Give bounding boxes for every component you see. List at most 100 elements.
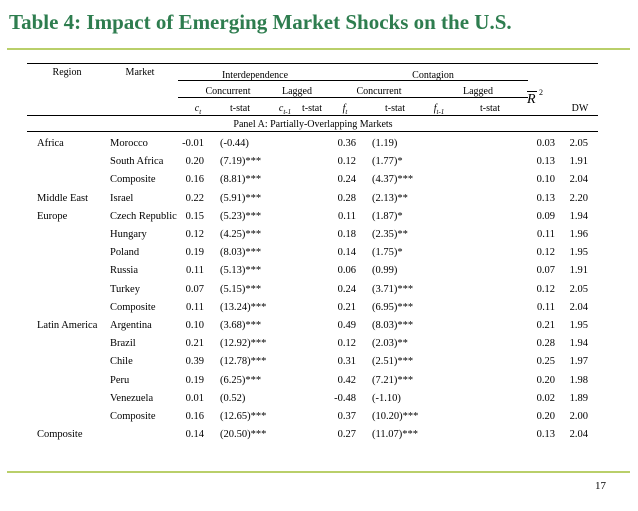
cell-market: Hungary xyxy=(110,229,147,240)
cell-r-squared: 0.10 xyxy=(536,174,555,185)
cell-tstat-ft: (10.20)*** xyxy=(372,411,419,422)
cell-tstat-ft: (3.71)*** xyxy=(372,284,414,295)
cell-dw: 1.95 xyxy=(569,320,588,331)
cell-coef-ft: -0.48 xyxy=(334,393,356,404)
cell-market: Venezuela xyxy=(110,393,154,404)
cell-coef-ct: 0.21 xyxy=(185,338,204,349)
cell-r-squared: 0.13 xyxy=(536,156,555,167)
panel-rule xyxy=(27,131,598,132)
header-concurrent-1: Concurrent xyxy=(205,86,251,97)
footer-divider xyxy=(7,471,630,473)
cell-r-squared: 0.03 xyxy=(536,138,555,149)
cell-market: Chile xyxy=(110,356,133,367)
cell-r-squared: 0.02 xyxy=(536,393,555,404)
cell-coef-ct: 0.16 xyxy=(185,411,204,422)
header-tstat-2: t-stat xyxy=(302,103,322,114)
cell-tstat-ft: (-1.10) xyxy=(372,393,401,404)
cell-coef-ft: 0.28 xyxy=(337,193,356,204)
cell-tstat-ct: (7.19)*** xyxy=(220,156,262,167)
cell-market: Peru xyxy=(110,375,130,386)
cell-tstat-ct: (6.25)*** xyxy=(220,375,262,386)
cell-region: Middle East xyxy=(37,193,89,204)
header-region: Region xyxy=(52,67,82,78)
cell-coef-ft: 0.06 xyxy=(337,265,356,276)
cell-coef-ft: 0.14 xyxy=(337,247,356,258)
header-lagged-1: Lagged xyxy=(282,86,312,97)
cell-coef-ft: 0.36 xyxy=(337,138,356,149)
header-tstat-1: t-stat xyxy=(230,103,250,114)
cell-coef-ct: 0.19 xyxy=(185,247,204,258)
cell-r-squared: 0.25 xyxy=(536,356,555,367)
header-market: Market xyxy=(125,67,155,78)
cell-dw: 2.04 xyxy=(569,429,588,440)
cell-r-squared: 0.11 xyxy=(537,302,555,313)
header-tstat-3: t-stat xyxy=(385,103,405,114)
cell-market: Composite xyxy=(110,411,156,422)
cell-coef-ft: 0.18 xyxy=(337,229,356,240)
cell-coef-ft: 0.12 xyxy=(337,156,356,167)
cell-tstat-ct: (5.13)*** xyxy=(220,265,262,276)
cell-tstat-ct: (8.81)*** xyxy=(220,174,262,185)
cell-tstat-ct: (4.25)*** xyxy=(220,229,262,240)
cell-tstat-ct: (12.92)*** xyxy=(220,338,267,349)
cell-dw: 1.94 xyxy=(569,211,588,222)
cell-coef-ct: 0.20 xyxy=(185,156,204,167)
r-squared-bar xyxy=(527,91,537,92)
cell-coef-ct: -0.01 xyxy=(182,138,204,149)
cell-market: Morocco xyxy=(110,138,148,149)
cell-coef-ct: 0.11 xyxy=(186,302,204,313)
cell-dw: 2.05 xyxy=(569,138,588,149)
cell-tstat-ft: (7.21)*** xyxy=(372,375,414,386)
cell-region: Composite xyxy=(37,429,83,440)
cell-market: Turkey xyxy=(110,284,140,295)
cell-tstat-ft: (4.37)*** xyxy=(372,174,414,185)
cell-r-squared: 0.20 xyxy=(536,375,555,386)
cell-r-squared: 0.28 xyxy=(536,338,555,349)
cell-dw: 1.89 xyxy=(569,393,588,404)
cell-coef-ct: 0.15 xyxy=(185,211,204,222)
header-tstat-4: t-stat xyxy=(480,103,500,114)
cell-coef-ft: 0.24 xyxy=(337,174,356,185)
cell-dw: 2.00 xyxy=(569,411,588,422)
cell-coef-ct: 0.11 xyxy=(186,265,204,276)
cell-tstat-ct: (12.78)*** xyxy=(220,356,267,367)
cell-coef-ft: 0.11 xyxy=(338,211,356,222)
cell-tstat-ft: (6.95)*** xyxy=(372,302,414,313)
cell-market: Israel xyxy=(110,193,134,204)
cell-r-squared: 0.13 xyxy=(536,429,555,440)
cell-dw: 1.96 xyxy=(569,229,588,240)
cell-market: Poland xyxy=(110,247,140,258)
cell-region: Africa xyxy=(37,138,64,149)
cell-tstat-ft: (2.03)** xyxy=(372,338,408,349)
header-ft: ft xyxy=(342,103,348,116)
cell-tstat-ft: (2.35)** xyxy=(372,229,408,240)
cell-dw: 1.98 xyxy=(569,375,588,386)
cell-dw: 1.94 xyxy=(569,338,588,349)
cell-tstat-ct: (0.52) xyxy=(220,393,246,404)
subgroup-header-rule xyxy=(178,97,528,98)
cell-tstat-ft: (2.51)*** xyxy=(372,356,414,367)
cell-market: Brazil xyxy=(110,338,136,349)
cell-coef-ft: 0.49 xyxy=(337,320,356,331)
cell-coef-ft: 0.37 xyxy=(337,411,356,422)
header-ft-1: ft-1 xyxy=(433,103,445,116)
panel-title: Panel A: Partially-Overlapping Markets xyxy=(233,119,393,130)
cell-tstat-ft: (1.75)* xyxy=(372,247,403,258)
cell-dw: 2.05 xyxy=(569,284,588,295)
cell-dw: 1.91 xyxy=(569,156,588,167)
header-r-squared: R xyxy=(527,92,536,107)
cell-market: Argentina xyxy=(110,320,152,331)
cell-tstat-ct: (3.68)*** xyxy=(220,320,262,331)
cell-tstat-ft: (1.19) xyxy=(372,138,398,149)
page-number: 17 xyxy=(595,480,606,492)
title-divider xyxy=(7,48,630,50)
cell-coef-ct: 0.39 xyxy=(185,356,204,367)
cell-dw: 2.20 xyxy=(569,193,588,204)
header-ct-1: ct-1 xyxy=(278,103,292,116)
cell-tstat-ct: (8.03)*** xyxy=(220,247,262,258)
header-r-squared-sup: 2 xyxy=(539,88,543,97)
cell-coef-ft: 0.12 xyxy=(337,338,356,349)
cell-coef-ct: 0.22 xyxy=(185,193,204,204)
cell-tstat-ct: (20.50)*** xyxy=(220,429,267,440)
cell-coef-ft: 0.24 xyxy=(337,284,356,295)
